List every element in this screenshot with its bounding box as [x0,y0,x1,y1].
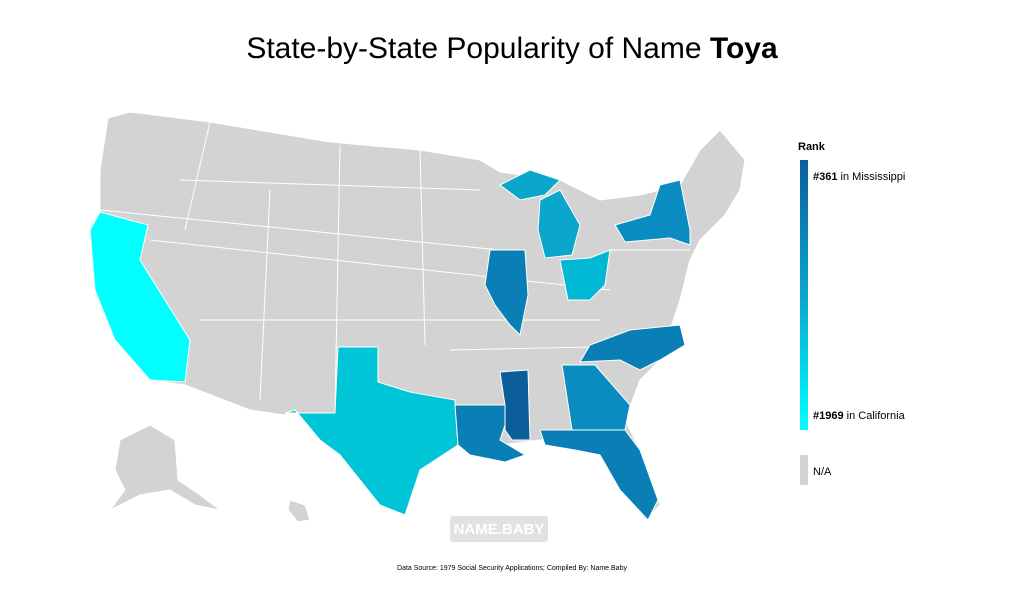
legend-gradient [800,160,808,430]
legend-top: #361 in Mississippi [813,171,905,183]
legend-top-text: in Mississippi [841,171,906,183]
legend-title: Rank [798,141,826,153]
alaska [109,424,221,511]
state-north-carolina [579,324,686,371]
state-borders [99,121,690,411]
legend-bottom: #1969 in California [813,410,906,422]
state-mississippi [499,369,531,441]
legend-na-swatch [800,455,808,485]
state-michigan [537,189,581,259]
us-map [89,111,746,523]
state-ohio [559,249,611,301]
title: State-by-State Popularity of Name Toya [246,32,778,65]
watermark-box [450,516,548,542]
legend-top-rank: #361 [813,171,837,183]
source: Data Source: 1979 Social Security Applic… [397,565,627,572]
title-text: State-by-State Popularity of Name [246,32,701,65]
legend-na: N/A [813,466,832,478]
state-georgia [561,364,631,431]
legend-bottom-text: in California [847,410,906,422]
state-new-york [614,179,691,246]
watermark: NAME.BABY [454,521,545,538]
title-name: Toya [710,32,778,65]
state-illinois [484,249,529,337]
state-california [89,211,191,383]
state-florida [539,429,659,521]
state-texas [284,346,459,516]
legend-bottom-rank: #1969 [813,410,844,422]
state-michigan-upper [499,169,561,201]
hawaii [287,499,311,523]
